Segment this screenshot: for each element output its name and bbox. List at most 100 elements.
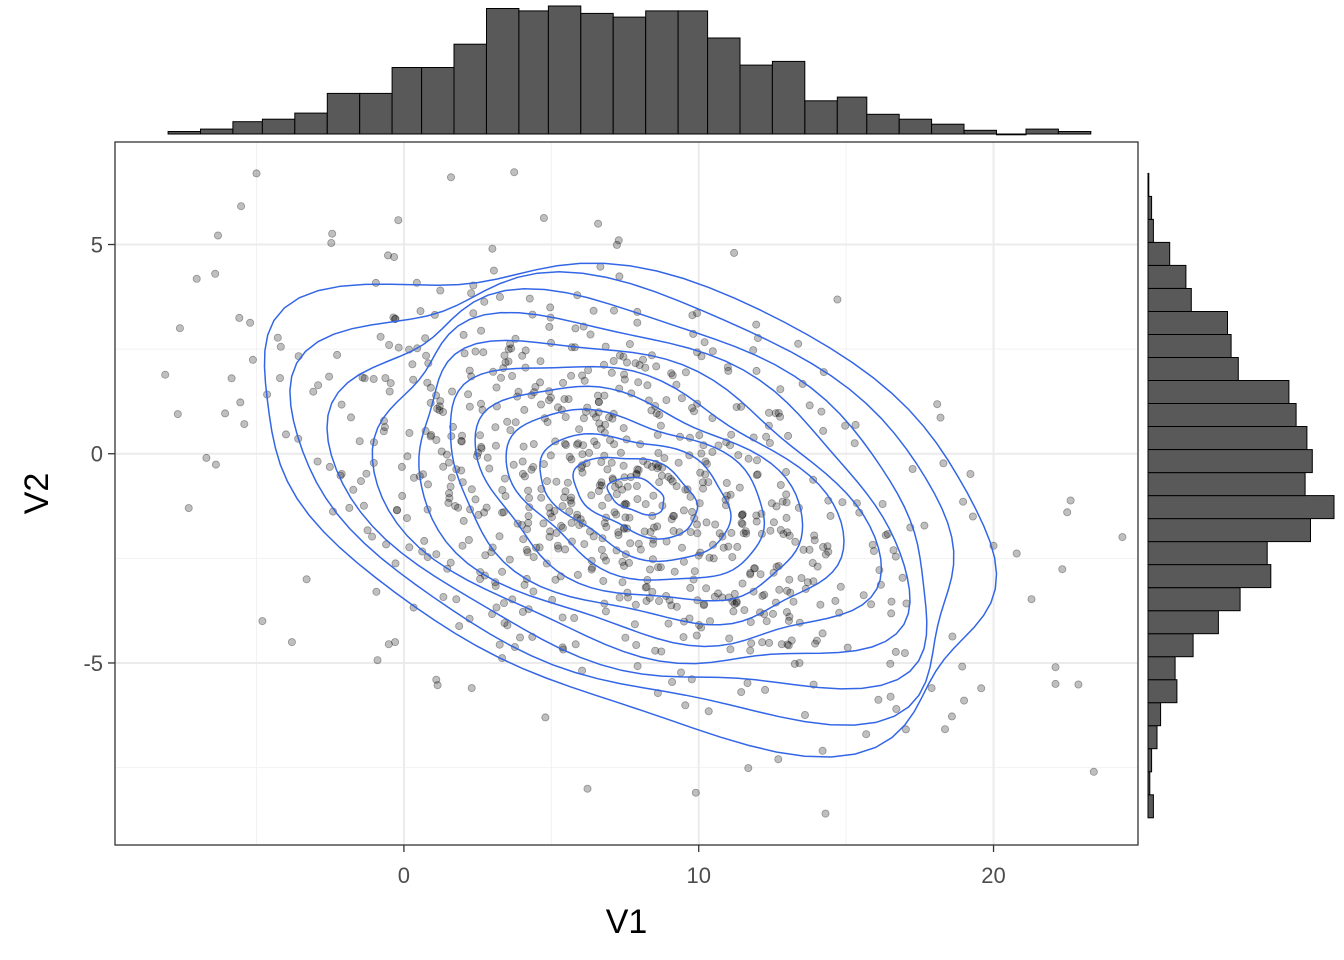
data-point (744, 764, 753, 773)
data-point (518, 457, 527, 466)
y-histogram-bar (1147, 748, 1153, 773)
data-point (776, 480, 785, 489)
data-point (785, 612, 794, 621)
data-point (618, 557, 627, 566)
data-point (385, 340, 394, 349)
data-point (633, 465, 642, 474)
data-point (597, 545, 606, 554)
data-point (551, 575, 560, 584)
data-point (611, 482, 620, 491)
data-point (507, 344, 516, 353)
y-histogram-bar (1147, 264, 1187, 289)
data-point (1051, 679, 1060, 688)
y-histogram-bar (1147, 564, 1272, 589)
data-point (432, 435, 441, 444)
data-point (601, 420, 610, 429)
data-point (653, 464, 662, 473)
data-point (610, 306, 619, 315)
data-point (817, 407, 826, 416)
data-point (678, 543, 687, 552)
data-point (656, 421, 665, 430)
data-point (641, 500, 650, 509)
data-point (649, 523, 658, 532)
data-point (936, 413, 945, 422)
y-histogram-bar (1147, 311, 1228, 335)
data-point (607, 458, 616, 467)
data-point (667, 515, 676, 524)
data-point (704, 478, 713, 487)
data-point (618, 578, 627, 587)
data-point (564, 395, 573, 404)
data-point (939, 459, 948, 468)
data-point (520, 472, 529, 481)
x-axis-title: V1 (606, 903, 648, 941)
data-point (679, 633, 688, 642)
data-point (476, 575, 485, 584)
data-point (237, 202, 246, 211)
data-point (646, 565, 655, 574)
data-point (479, 348, 488, 357)
data-point (1051, 663, 1060, 672)
data-point (524, 486, 533, 495)
data-point (511, 418, 520, 427)
contour-line (289, 271, 955, 726)
data-point (764, 421, 773, 430)
x-histogram-bar (771, 60, 806, 135)
data-point (614, 531, 623, 540)
data-point (363, 526, 372, 535)
data-point (594, 397, 603, 406)
data-point (697, 352, 706, 361)
data-point (575, 425, 584, 434)
y-histogram-bar (1147, 380, 1290, 404)
x-histogram-bar (167, 131, 202, 135)
data-point (1089, 767, 1098, 776)
data-point (615, 272, 624, 281)
data-point (766, 526, 775, 535)
data-point (625, 513, 634, 522)
data-point (571, 640, 580, 649)
data-point (783, 586, 792, 595)
data-point (785, 575, 794, 584)
data-point (948, 632, 957, 641)
data-point (819, 543, 828, 552)
data-point (546, 393, 555, 402)
data-point (349, 485, 358, 494)
y-histogram-bar (1147, 195, 1153, 220)
data-point (688, 311, 697, 320)
data-point (878, 499, 887, 508)
data-point (612, 510, 621, 519)
data-point (634, 378, 643, 387)
data-point (558, 502, 567, 511)
data-point (688, 403, 697, 412)
data-point (819, 426, 828, 435)
data-point (679, 557, 688, 566)
data-point (510, 168, 519, 177)
data-point (405, 428, 414, 437)
data-point (594, 486, 603, 495)
data-point (699, 484, 708, 493)
data-point (491, 423, 500, 432)
data-point (392, 505, 401, 514)
data-point (667, 369, 676, 378)
data-point (529, 587, 538, 596)
data-point (597, 457, 606, 466)
data-point (653, 522, 662, 531)
data-point (726, 645, 735, 654)
data-point (567, 518, 576, 527)
data-point (567, 493, 576, 502)
data-point (192, 274, 201, 283)
data-point (750, 564, 759, 573)
data-point (394, 343, 403, 352)
data-point (947, 712, 956, 721)
data-point (724, 366, 733, 375)
data-point (467, 289, 476, 298)
y-marginal-histogram (1147, 172, 1335, 819)
data-point (281, 430, 290, 439)
y-histogram-bar (1147, 656, 1176, 681)
data-point (601, 607, 610, 616)
data-point (371, 278, 380, 287)
data-point (597, 481, 606, 490)
data-point (565, 507, 574, 516)
data-point (452, 595, 461, 604)
data-point (775, 585, 784, 594)
